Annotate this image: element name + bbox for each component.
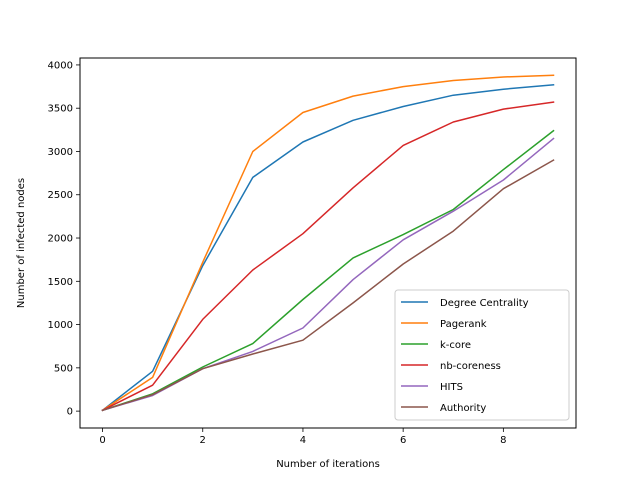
y-tick-label: 3500 [48, 104, 73, 115]
plot-frame [79, 57, 577, 429]
x-axis-label: Number of iterations [276, 459, 380, 470]
x-tick-label: 4 [300, 435, 306, 446]
y-tick-label: 1000 [48, 320, 73, 331]
series-line-nb-coreness [101, 101, 555, 412]
y-tick-label: 1500 [48, 277, 73, 288]
y-tick-label: 2000 [48, 234, 73, 245]
x-tick-label: 0 [99, 435, 105, 446]
legend-label: Pagerank [440, 319, 487, 330]
y-tick-label: 2500 [48, 190, 73, 201]
series-line-k-core [101, 129, 555, 412]
y-tick-label: 3000 [48, 147, 73, 158]
legend-label: HITS [440, 382, 463, 393]
series-layer [101, 74, 555, 412]
legend-frame [394, 289, 570, 421]
legend-label: Degree Centrality [440, 298, 529, 309]
y-axis-label: Number of infected nodes [16, 178, 27, 308]
legend-label: k-core [440, 340, 471, 351]
y-tick-label: 4000 [48, 60, 73, 71]
legend-label: Authority [440, 403, 486, 414]
legend: Degree Centrality Pagerank k-core nb-corene… [394, 289, 570, 421]
x-axis-ticks: 0 2 4 6 8 [99, 428, 507, 446]
x-tick-label: 2 [200, 435, 206, 446]
series-line-authority [101, 159, 555, 412]
y-tick-label: 0 [67, 407, 73, 418]
series-line-pagerank [101, 74, 555, 412]
y-axis-ticks: 0 500 1000 1500 2000 2500 3000 3500 4000 [48, 60, 80, 418]
x-tick-label: 8 [500, 435, 506, 446]
legend-label: nb-coreness [440, 361, 501, 372]
x-tick-label: 6 [400, 435, 406, 446]
y-tick-label: 500 [54, 363, 73, 374]
